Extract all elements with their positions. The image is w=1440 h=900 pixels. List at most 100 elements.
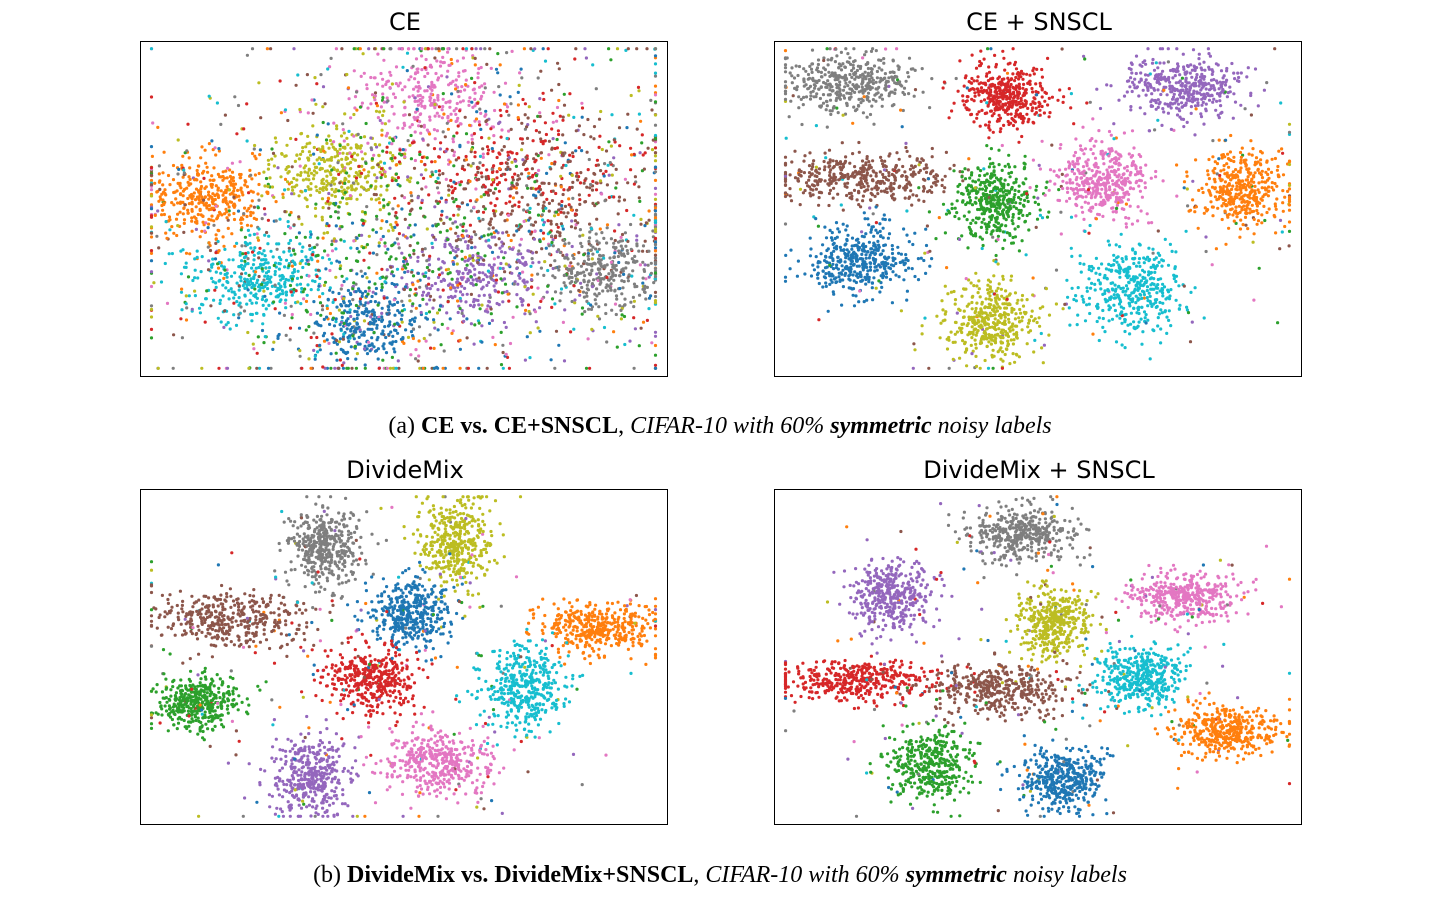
scatter-point [497, 167, 502, 171]
scatter-point [612, 138, 616, 142]
scatter-point [273, 261, 278, 265]
scatter-point [533, 310, 538, 314]
scatter-point [487, 227, 491, 231]
scatter-point [381, 84, 385, 88]
scatter-point [250, 177, 254, 181]
scatter-point [579, 241, 583, 245]
cluster-cyan [149, 166, 491, 370]
scatter-point [1008, 96, 1012, 100]
scatter-point [591, 201, 595, 205]
scatter-point [356, 182, 360, 186]
scatter-point [320, 218, 324, 222]
scatter-point [374, 292, 378, 296]
scatter-point [200, 145, 204, 149]
scatter-point [557, 265, 561, 269]
scatter-point [305, 205, 309, 209]
scatter-point [435, 129, 439, 133]
scatter-point [349, 146, 353, 150]
scatter-point [309, 193, 313, 197]
scatter-point [298, 354, 302, 358]
scatter-point [646, 146, 650, 150]
scatter-point [448, 217, 452, 221]
scatter-point [481, 217, 485, 222]
scatter-point [527, 105, 531, 109]
scatter-point [402, 264, 406, 268]
scatter-point [412, 115, 416, 119]
scatter-point [435, 111, 439, 115]
scatter-point [534, 250, 538, 254]
scatter-point [864, 50, 868, 54]
scatter-point [261, 322, 265, 326]
scatter-point [474, 233, 478, 237]
scatter-point [402, 287, 406, 292]
scatter-point [222, 244, 226, 248]
scatter-point [482, 258, 486, 262]
scatter-point [309, 312, 313, 317]
scatter-point [477, 303, 481, 307]
scatter-point [498, 266, 502, 270]
scatter-point [636, 85, 641, 89]
scatter-point [486, 148, 491, 152]
scatter-point [267, 303, 271, 307]
scatter-point [251, 263, 256, 267]
scatter-point [336, 210, 340, 214]
scatter-point [453, 220, 457, 224]
scatter-point [458, 145, 462, 149]
scatter-point [891, 58, 895, 62]
scatter-point [494, 273, 498, 277]
scatter-point [436, 222, 440, 226]
scatter-point [539, 69, 543, 73]
scatter-point [470, 76, 474, 80]
scatter-point [1021, 105, 1025, 109]
scatter-point [574, 149, 578, 153]
scatter-point [257, 251, 261, 255]
scatter-point [493, 108, 497, 113]
scatter-point [212, 223, 216, 227]
scatter-point [541, 209, 546, 213]
scatter-point [323, 102, 327, 106]
scatter-point [461, 271, 465, 275]
scatter-point [514, 164, 518, 168]
scatter-point [810, 48, 815, 52]
scatter-point [380, 315, 384, 319]
scatter-point [504, 352, 508, 356]
scatter-point [455, 131, 459, 135]
scatter-point [406, 47, 411, 51]
scatter-point [842, 94, 846, 98]
scatter-point [263, 261, 268, 265]
scatter-point [647, 275, 651, 279]
scatter-point [437, 257, 441, 261]
scatter-point [343, 181, 347, 185]
panel-title-ce-snscl: CE + SNSCL [966, 8, 1112, 36]
scatter-point [287, 249, 291, 253]
scatter-point [653, 113, 658, 117]
scatter-point [262, 313, 266, 317]
scatter-point [245, 302, 249, 306]
scatter-point [563, 141, 567, 145]
scatter-point [534, 187, 538, 191]
scatter-point [479, 47, 483, 51]
scatter-point [260, 194, 264, 198]
scatter-point [389, 330, 393, 334]
scatter-point [299, 302, 303, 306]
scatter-point [378, 276, 382, 280]
scatter-point [653, 236, 658, 240]
scatter-point [149, 231, 154, 235]
scatter-point [380, 311, 384, 315]
scatter-point [463, 286, 467, 290]
scatter-point [473, 81, 477, 85]
scatter-point [823, 68, 827, 72]
scatter-point [204, 297, 208, 301]
scatter-point [912, 94, 916, 98]
scatter-point [449, 112, 453, 116]
scatter-point [605, 241, 609, 245]
scatter-point [314, 102, 318, 106]
scatter-point [639, 326, 643, 330]
scatter-point [290, 293, 294, 297]
scatter-point [458, 109, 462, 113]
scatter-point [400, 251, 404, 255]
scatter-point [381, 77, 385, 81]
scatter-point [809, 90, 813, 94]
scatter-point [261, 303, 265, 307]
scatter-point [459, 223, 463, 227]
